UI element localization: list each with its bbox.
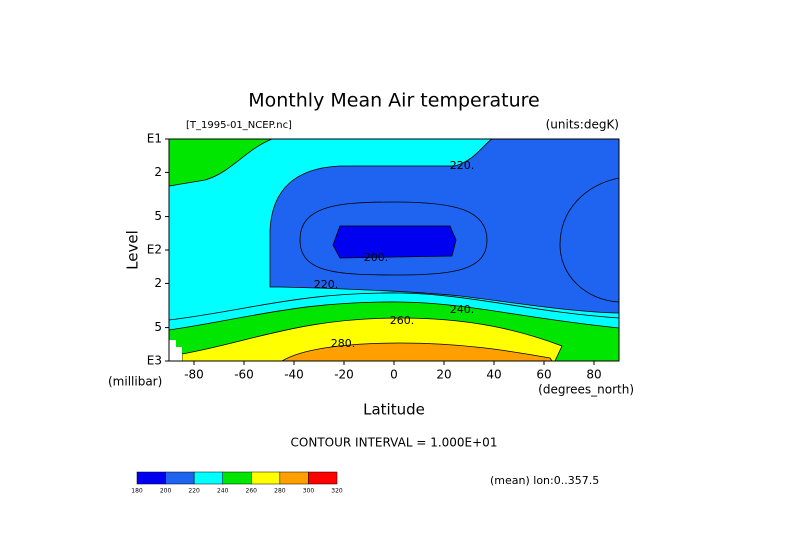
colorbar-label: 280 <box>274 488 286 495</box>
colorbar-swatch <box>136 471 166 485</box>
colorbar-label: 320 <box>331 488 343 495</box>
contour-line <box>559 177 620 303</box>
x-tick-label: 60 <box>536 368 551 382</box>
contour-fill <box>332 225 457 259</box>
colorbar-swatch <box>251 471 281 485</box>
x-tick-label: 80 <box>586 368 601 382</box>
colorbar-swatch <box>193 471 223 485</box>
y-unit-label: (millibar) <box>108 375 162 389</box>
contour-fill <box>168 138 273 187</box>
x-tick-label: -80 <box>184 368 204 382</box>
x-tick-label: 0 <box>390 368 398 382</box>
contour-label: 280. <box>331 337 356 350</box>
contour-fill <box>280 342 553 362</box>
colorbar-label: 240 <box>217 488 229 495</box>
missing-data <box>169 340 182 361</box>
contour-label: 200. <box>364 251 389 264</box>
y-tick-label: E2 <box>147 243 162 257</box>
colorbar-label: 300 <box>303 488 315 495</box>
contour-label: 220. <box>314 278 339 291</box>
x-axis-label: Latitude <box>363 401 425 419</box>
x-tick-label: -40 <box>284 368 304 382</box>
units-label: (units:degK) <box>546 118 619 132</box>
colorbar-label: 200 <box>160 488 172 495</box>
y-tick-label: 2 <box>154 165 162 179</box>
contour-label: 240. <box>450 303 475 316</box>
x-tick-label: -60 <box>234 368 254 382</box>
y-tick-label: 5 <box>154 320 162 334</box>
chart-title: Monthly Mean Air temperature <box>248 90 539 112</box>
x-unit-label: (degrees_north) <box>538 383 634 397</box>
y-tick-label: 2 <box>154 276 162 290</box>
x-tick-label: 20 <box>436 368 451 382</box>
x-tick-label: -20 <box>334 368 354 382</box>
colorbar-label: 260 <box>246 488 258 495</box>
y-tick-label: E3 <box>147 354 162 368</box>
y-axis-label: Level <box>124 230 142 270</box>
x-tick-label: 40 <box>486 368 501 382</box>
contour-line <box>168 292 620 321</box>
y-tick-label: 5 <box>154 209 162 223</box>
footer-label: (mean) lon:0..357.5 <box>490 474 599 487</box>
contour-label: 260. <box>390 314 415 327</box>
contour-interval: CONTOUR INTERVAL = 1.000E+01 <box>291 436 498 450</box>
colorbar-swatch <box>308 471 338 485</box>
colorbar-swatch <box>222 471 252 485</box>
y-tick-label: E1 <box>147 132 162 146</box>
contour-label: 220. <box>450 159 475 172</box>
colorbar-swatch <box>165 471 195 485</box>
source-label: [T_1995-01_NCEP.nc] <box>186 120 292 131</box>
colorbar-swatch <box>279 471 309 485</box>
contour-line <box>299 201 488 276</box>
colorbar-label: 220 <box>188 488 200 495</box>
colorbar-label: 180 <box>131 488 143 495</box>
